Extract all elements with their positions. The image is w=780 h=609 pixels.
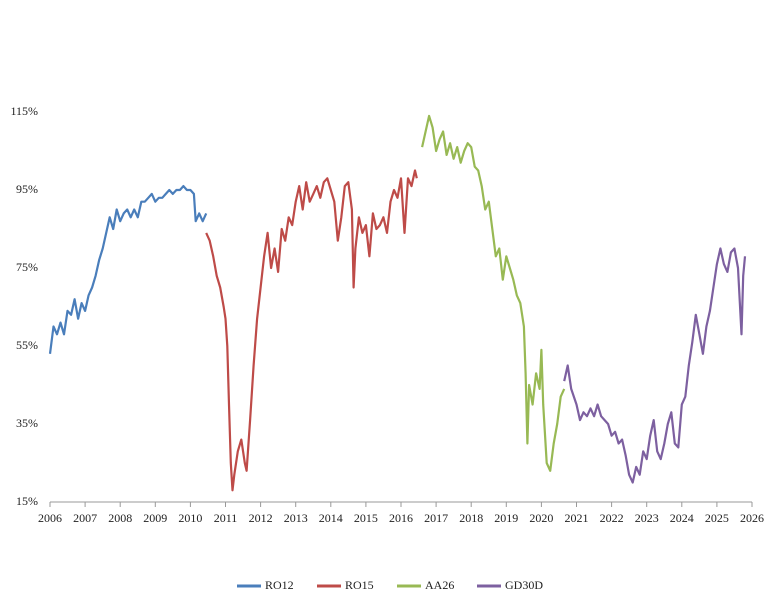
x-tick-label: 2010 — [178, 511, 202, 525]
x-tick-label: 2017 — [424, 511, 448, 525]
x-tick-label: 2014 — [319, 511, 343, 525]
x-tick-label: 2012 — [249, 511, 273, 525]
y-tick-label: 95% — [16, 182, 38, 196]
x-tick-label: 2021 — [565, 511, 589, 525]
legend-label: RO15 — [345, 578, 374, 592]
x-tick-label: 2009 — [143, 511, 167, 525]
series-line — [205, 169, 418, 492]
x-tick-label: 2026 — [740, 511, 764, 525]
y-tick-label: 55% — [16, 338, 38, 352]
y-tick-label: 35% — [16, 416, 38, 430]
legend-label: RO12 — [265, 578, 294, 592]
series-line — [563, 247, 747, 484]
x-tick-label: 2011 — [214, 511, 238, 525]
legend-label: GD30D — [505, 578, 543, 592]
x-tick-label: 2020 — [529, 511, 553, 525]
y-tick-label: 15% — [16, 494, 38, 508]
x-tick-label: 2019 — [494, 511, 518, 525]
x-tick-label: 2025 — [705, 511, 729, 525]
x-tick-label: 2007 — [73, 511, 97, 525]
x-tick-label: 2015 — [354, 511, 378, 525]
x-tick-label: 2016 — [389, 511, 413, 525]
x-tick-label: 2006 — [38, 511, 62, 525]
x-tick-label: 2023 — [635, 511, 659, 525]
y-tick-label: 75% — [16, 260, 38, 274]
y-tick-label: 115% — [10, 104, 38, 118]
x-tick-label: 2008 — [108, 511, 132, 525]
x-tick-label: 2024 — [670, 511, 694, 525]
x-tick-label: 2018 — [459, 511, 483, 525]
x-tick-label: 2013 — [284, 511, 308, 525]
series-line — [48, 185, 208, 354]
x-tick-label: 2022 — [600, 511, 624, 525]
legend-label: AA26 — [425, 578, 454, 592]
series-line — [421, 114, 566, 472]
